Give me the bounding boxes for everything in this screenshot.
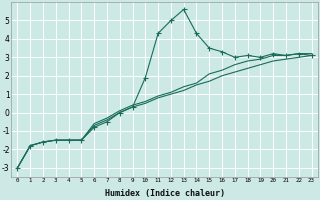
X-axis label: Humidex (Indice chaleur): Humidex (Indice chaleur) — [105, 189, 225, 198]
